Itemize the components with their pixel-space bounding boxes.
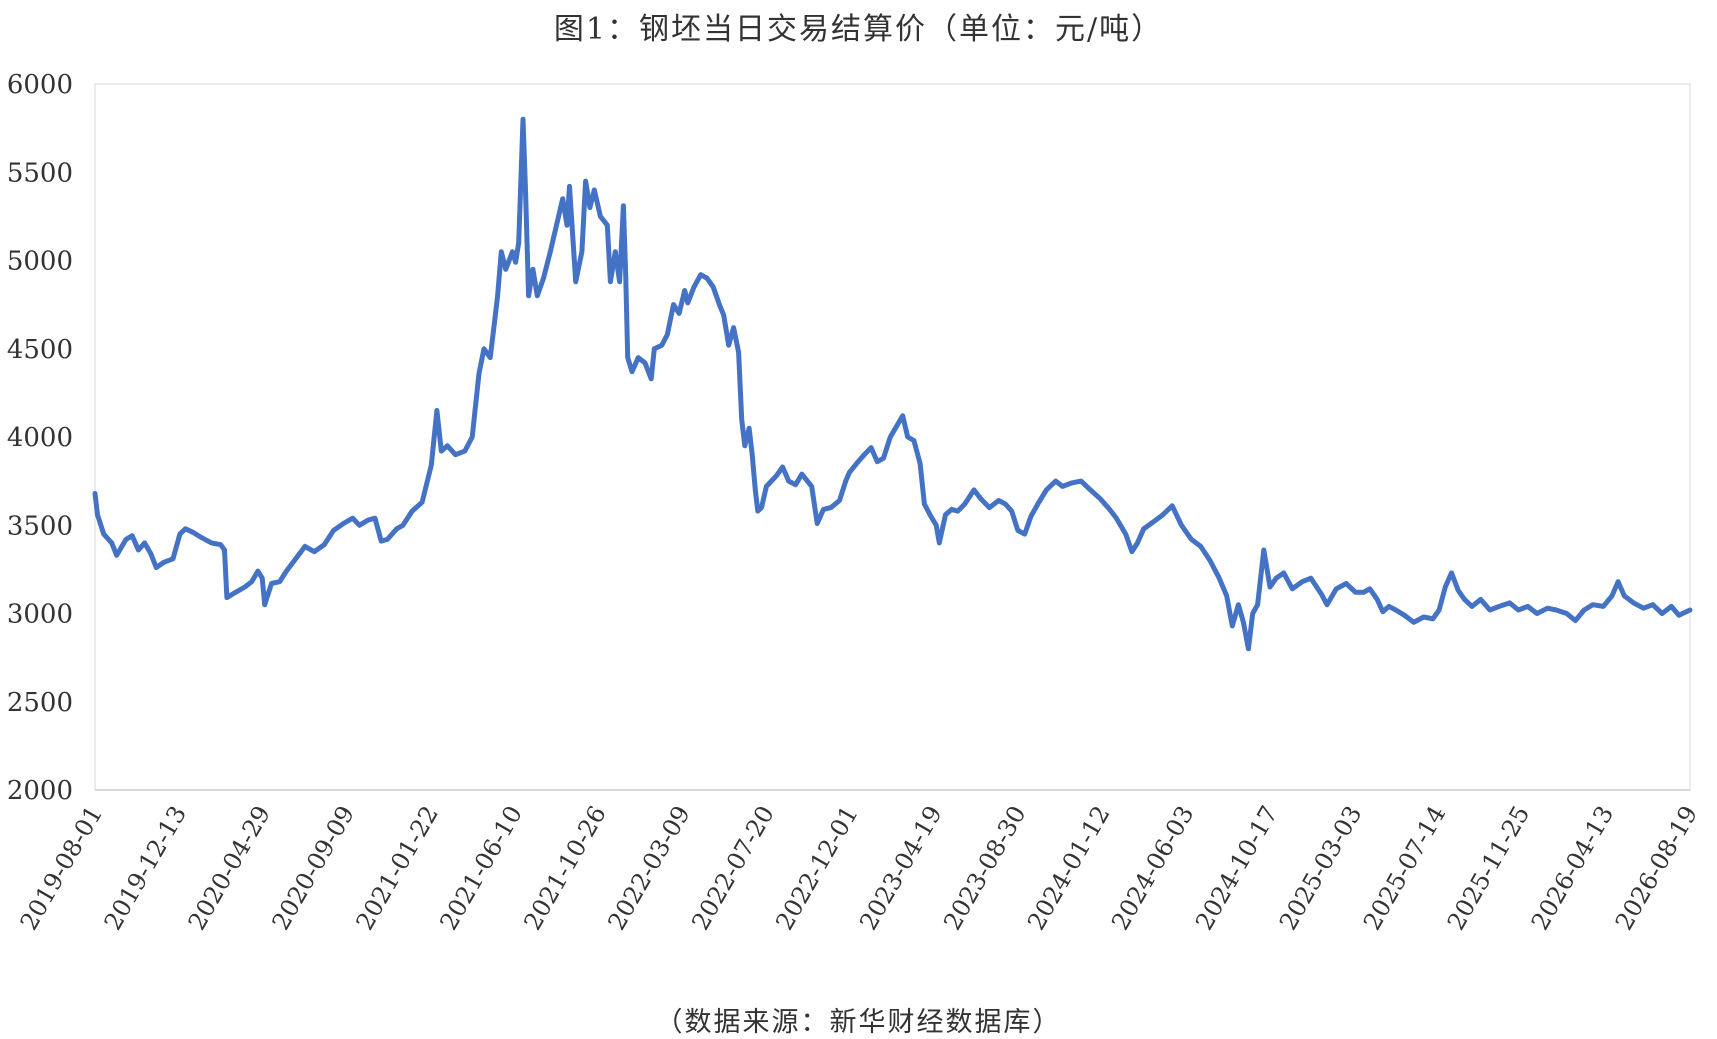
y-tick-label: 5000 bbox=[7, 247, 73, 277]
x-tick-label: 2026-08-19 bbox=[1610, 801, 1703, 935]
y-tick-label: 3500 bbox=[7, 511, 73, 541]
y-tick-label: 6000 bbox=[7, 70, 73, 100]
x-tick-label: 2022-03-09 bbox=[602, 801, 695, 935]
x-tick-label: 2023-08-30 bbox=[938, 801, 1031, 935]
series-line-steel-billet-price bbox=[92, 116, 1693, 652]
x-tick-label: 2025-11-25 bbox=[1442, 801, 1535, 935]
data-source-note: （数据来源：新华财经数据库） bbox=[655, 1007, 1062, 1038]
x-tick-label: 2024-01-12 bbox=[1022, 801, 1115, 935]
x-axis: 2019-08-012019-12-132020-04-292020-09-09… bbox=[15, 801, 1703, 935]
x-tick-label: 2021-10-26 bbox=[518, 801, 611, 935]
x-tick-label: 2021-01-22 bbox=[351, 801, 444, 935]
y-tick-label: 4000 bbox=[7, 423, 73, 453]
y-axis: 6000 5500 5000 4500 4000 3500 3000 2500 2000 bbox=[7, 70, 73, 806]
y-tick-label: 4500 bbox=[7, 335, 73, 365]
x-tick-label: 2019-12-13 bbox=[99, 801, 192, 935]
x-tick-label: 2023-04-19 bbox=[854, 801, 947, 935]
y-tick-label: 2000 bbox=[7, 776, 73, 806]
x-tick-label: 2019-08-01 bbox=[15, 801, 108, 935]
x-tick-label: 2026-04-13 bbox=[1526, 801, 1619, 935]
x-tick-label: 2022-07-20 bbox=[686, 801, 779, 935]
x-tick-label: 2020-09-09 bbox=[267, 801, 360, 935]
y-tick-label: 5500 bbox=[7, 158, 73, 188]
x-tick-label: 2025-03-03 bbox=[1274, 801, 1367, 935]
chart-title: 图1：钢坯当日交易结算价（单位：元/吨） bbox=[553, 12, 1164, 47]
x-tick-label: 2021-06-10 bbox=[434, 801, 527, 935]
y-tick-label: 2500 bbox=[7, 688, 73, 718]
x-tick-label: 2022-12-01 bbox=[770, 801, 863, 935]
y-tick-label: 3000 bbox=[7, 600, 73, 630]
x-tick-label: 2020-04-29 bbox=[183, 801, 276, 935]
x-tick-label: 2025-07-14 bbox=[1358, 801, 1451, 935]
x-tick-label: 2024-06-03 bbox=[1106, 801, 1199, 935]
x-tick-label: 2024-10-17 bbox=[1190, 801, 1283, 935]
